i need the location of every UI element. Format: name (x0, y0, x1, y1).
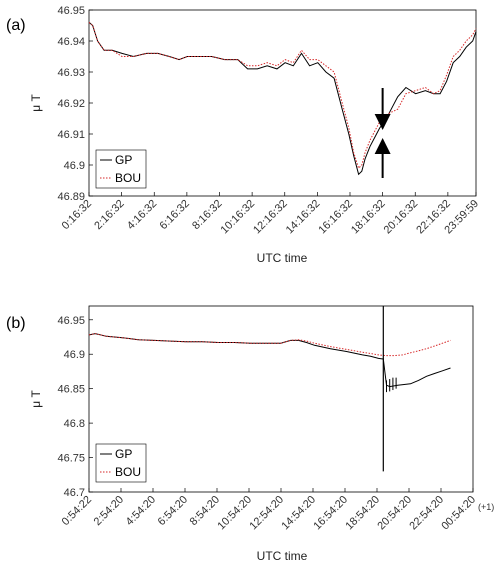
panel-b-x-tick-label: 22:54:20 (407, 494, 446, 533)
panel-a-x-tick-label: 12:16:32 (251, 198, 290, 237)
panel-b-legend: GP BOU (95, 443, 147, 483)
panel-a-y-tick-label: 46.93 (57, 67, 85, 79)
panel-a-x-tick-label: 10:16:32 (218, 198, 257, 237)
panel-b-x-tick-label: 6:54:20 (156, 494, 190, 528)
panel-a-y-tick-label: 46.92 (57, 98, 85, 110)
panel-a-y-tick-label: 46.94 (57, 36, 85, 48)
panel-b-y-ticks: 46.7 46.75 46.8 46.85 46.9 46.95 (57, 315, 93, 499)
panel-b-y-tick-label: 46.9 (64, 349, 85, 361)
panel-a-x-tick-label: 6:16:32 (158, 198, 192, 232)
panel-b-label: (b) (6, 315, 26, 332)
panel-b-x-tick-label: 20:54:20 (375, 494, 414, 533)
panel-a-legend-bou: BOU (115, 171, 141, 185)
panel-a-legend-gp: GP (115, 153, 132, 167)
panel-b-x-tick-label: 14:54:20 (279, 494, 318, 533)
panel-b-x-label: UTC time (257, 549, 308, 563)
panel-b-x-tick-label: 10:54:20 (215, 494, 254, 533)
panel-a-x-tick-label: 16:16:32 (316, 198, 355, 237)
panel-a-x-tick-label: 2:16:32 (92, 198, 126, 232)
panel-a-x-tick-label: 14:16:32 (284, 198, 323, 237)
panel-a-x-tick-label: 20:16:32 (382, 198, 421, 237)
panel-b-x-tick-label: 18:54:20 (343, 494, 382, 533)
panel-a-y-ticks: 46.89 46.9 46.91 46.92 46.93 46.94 46.95 (57, 5, 93, 203)
panel-a-x-label: UTC time (257, 251, 308, 265)
panel-a-series-bou (88, 22, 477, 170)
panel-a-x-tick-label: 18:16:32 (349, 198, 388, 237)
panel-a-y-tick-label: 46.89 (57, 191, 85, 203)
panel-b-legend-box (95, 443, 147, 483)
panel-b-y-tick-label: 46.95 (57, 315, 85, 327)
panel-b-legend-bou: BOU (115, 465, 141, 479)
panel-a-legend: GP BOU (95, 149, 147, 189)
panel-b-series-gp (88, 333, 451, 388)
panel-a-x-ticks: 0:16:322:16:324:16:326:16:328:16:3210:16… (60, 192, 481, 236)
panel-b-series (88, 306, 451, 472)
panel-b-x-tick-label: 00:54:20 (439, 494, 478, 533)
panel-a-series (88, 22, 477, 176)
panel-a-legend-box (95, 149, 147, 189)
panel-a-y-tick-label: 46.91 (57, 129, 85, 141)
panel-b-x-tick-label: 16:54:20 (311, 494, 350, 533)
panel-b-y-tick-label: 46.7 (64, 487, 85, 499)
panel-b-next-day-note: (+1) (478, 502, 494, 512)
panel-b-x-tick-label: 4:54:20 (124, 494, 158, 528)
panel-a-y-tick-label: 46.9 (64, 160, 85, 172)
panel-b-y-label: μ T (29, 390, 43, 408)
panel-a-y-tick-label: 46.95 (57, 5, 85, 17)
panel-a-y-label: μ T (29, 94, 43, 112)
panel-b-y-tick-label: 46.85 (57, 384, 85, 396)
panel-a-plot-area (88, 9, 477, 197)
panel-b-x-ticks: 0:54:222:54:204:54:206:54:208:54:2010:54… (60, 488, 478, 532)
panel-b-y-tick-label: 46.75 (57, 453, 85, 465)
panel-b-x-tick-label: 12:54:20 (247, 494, 286, 533)
panel-b-x-tick-label: 2:54:20 (92, 494, 126, 528)
panel-a-x-tick-label: 4:16:32 (125, 198, 159, 232)
panel-a-label: (a) (6, 17, 26, 34)
panel-b-legend-gp: GP (115, 447, 132, 461)
panel-b-plot-area (88, 305, 474, 493)
chart-panel-a: (a) 46.89 46.9 46.91 46.92 46.93 46.94 46.95 0… (6, 5, 481, 265)
panel-b-y-tick-label: 46.8 (64, 418, 85, 430)
